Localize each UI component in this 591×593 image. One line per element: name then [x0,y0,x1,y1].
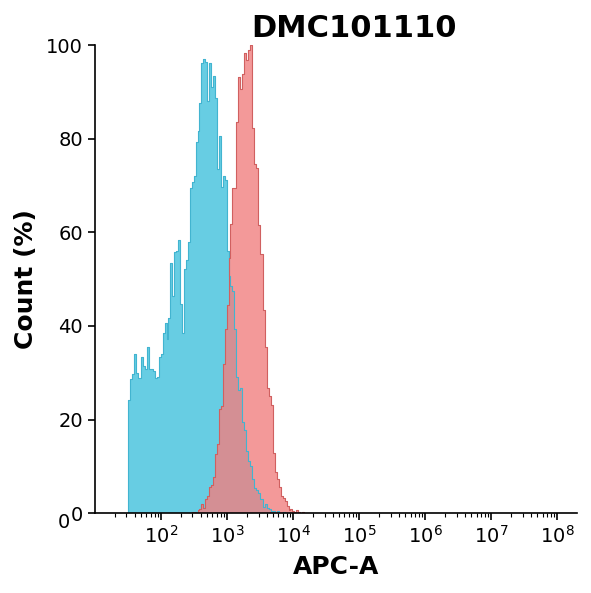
Text: DMC101110: DMC101110 [251,14,457,43]
X-axis label: APC-A: APC-A [293,555,379,579]
Y-axis label: Count (%): Count (%) [14,209,38,349]
Text: 0: 0 [59,513,70,532]
